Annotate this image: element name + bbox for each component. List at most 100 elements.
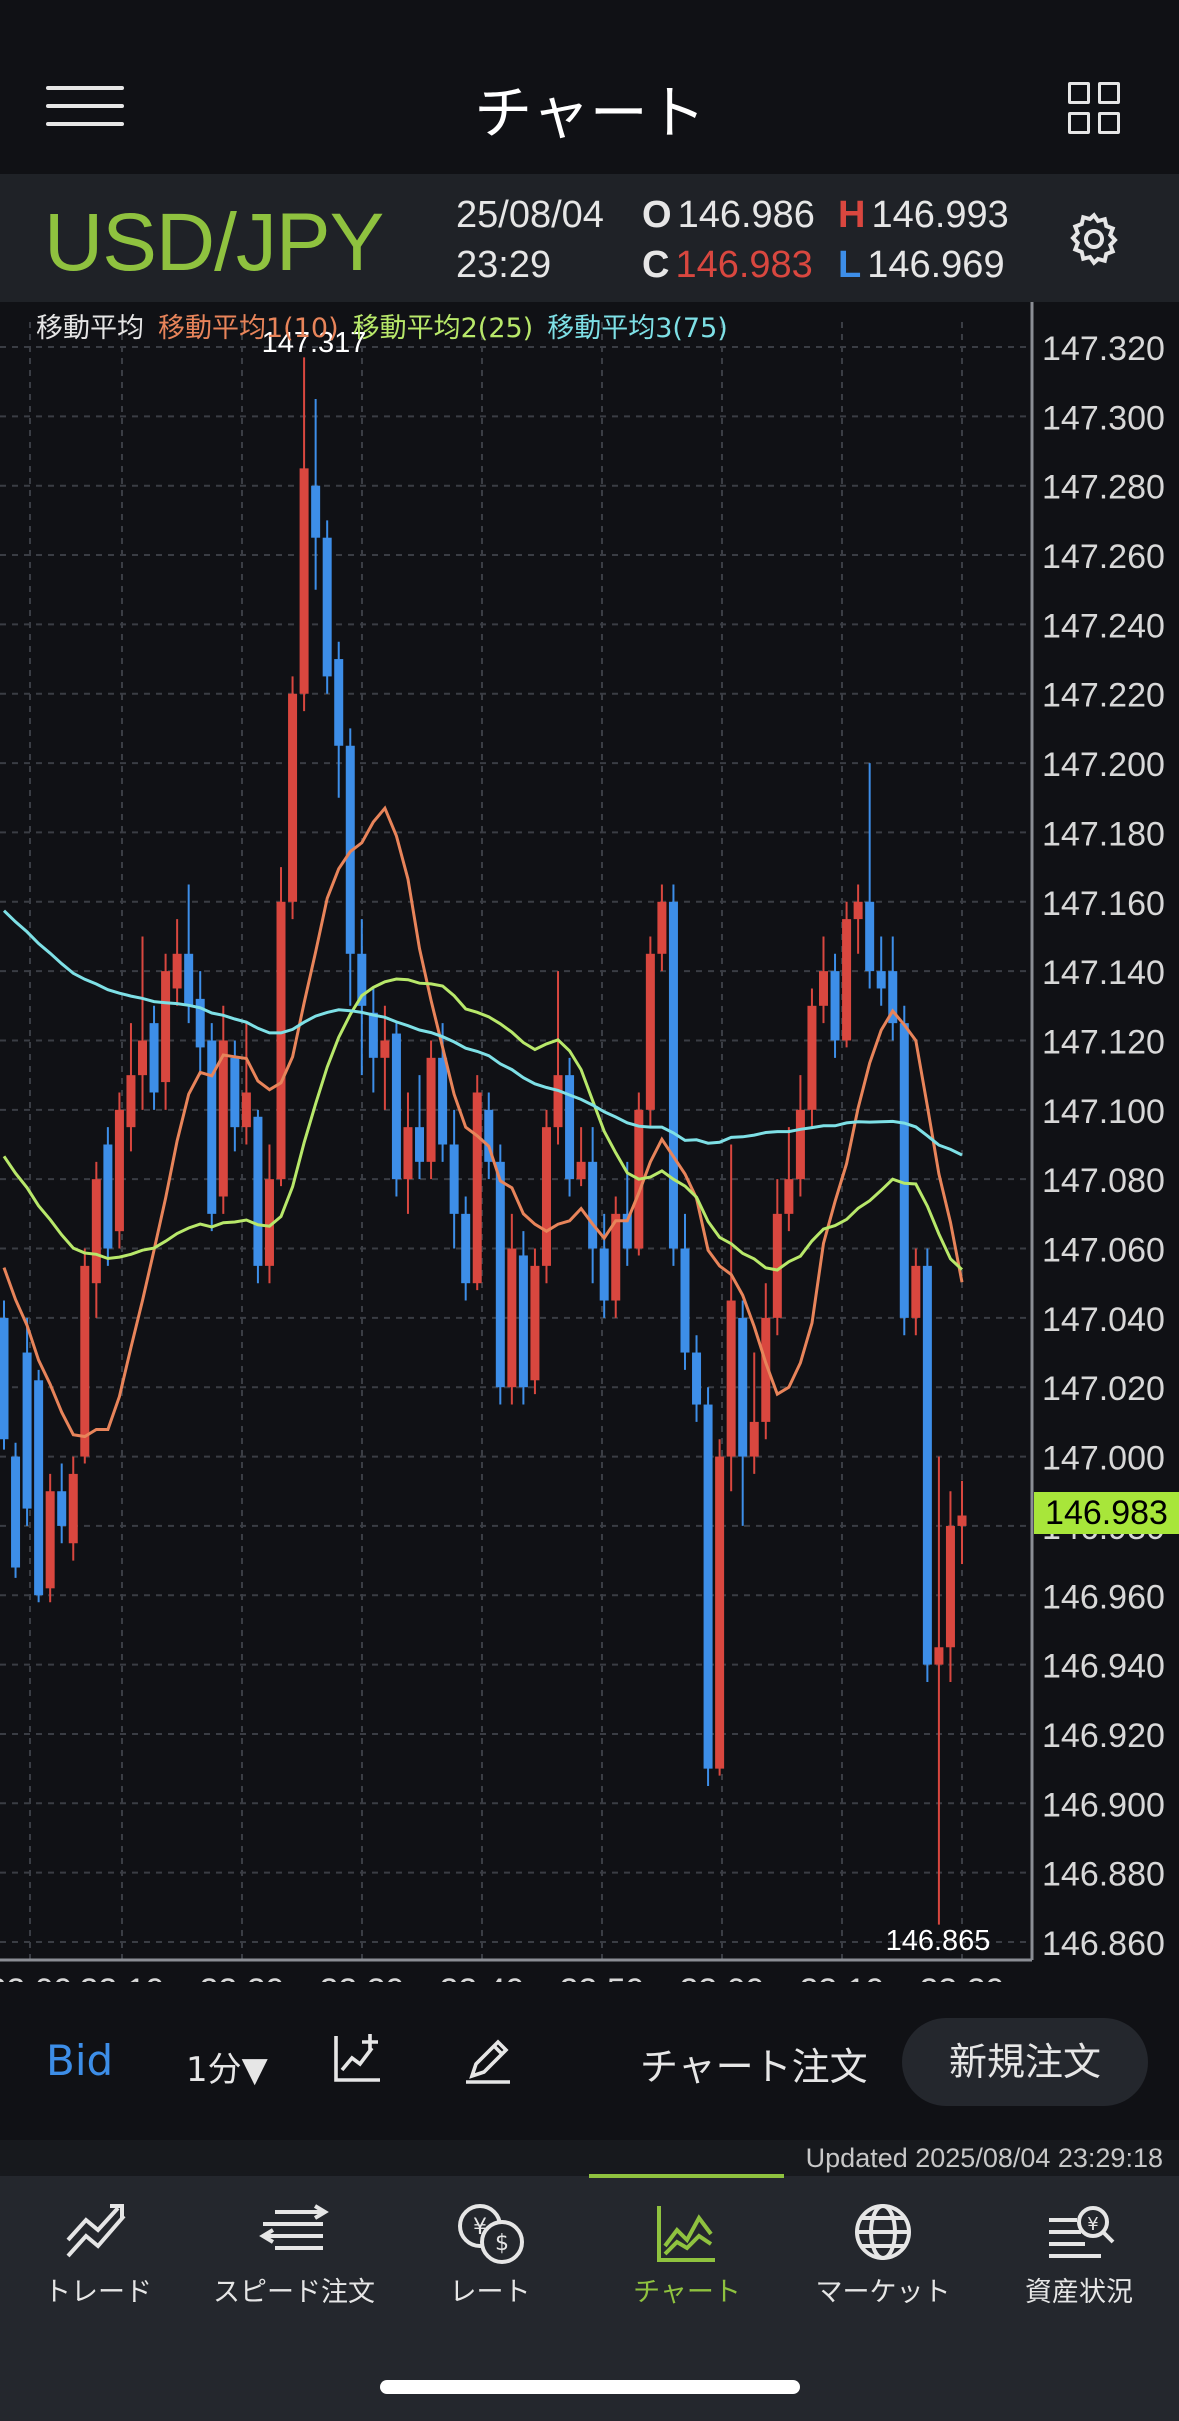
ma3-legend: 移動平均3(75)	[547, 313, 728, 344]
tab-rate[interactable]: ¥ $ レート	[392, 2200, 588, 2320]
tab-trade[interactable]: トレード	[0, 2200, 196, 2320]
y-tick-label: 147.000	[1042, 1440, 1165, 1478]
candle-body	[922, 1265, 932, 1665]
candle-body	[22, 1352, 32, 1509]
high-label: H	[838, 194, 866, 236]
open-label: O	[642, 194, 672, 236]
candle-body	[195, 998, 205, 1048]
currency-pair[interactable]: USD/JPY	[44, 197, 384, 288]
svg-text:¥: ¥	[473, 2215, 487, 2240]
y-tick-label: 146.900	[1042, 1786, 1165, 1824]
candle-body	[865, 901, 875, 972]
candle-body	[426, 1057, 436, 1162]
gear-icon[interactable]	[1064, 209, 1124, 269]
candle-body	[934, 1647, 944, 1665]
candle-body	[703, 1404, 713, 1769]
candle-body	[484, 1109, 494, 1162]
candle-body	[576, 1161, 586, 1180]
candle-body	[611, 1213, 621, 1301]
updated-timestamp: Updated 2025/08/04 23:29:18	[805, 2143, 1163, 2173]
candle-body	[241, 1092, 251, 1128]
period-selector[interactable]: 1分▼	[186, 2050, 268, 2090]
x-tick-label: 22:59	[559, 1972, 644, 1982]
high-price: H 146.993	[838, 194, 1009, 237]
svg-text:$: $	[495, 2231, 509, 2256]
candle-body	[415, 1127, 425, 1162]
candle-body	[565, 1075, 575, 1180]
currency-rate-icon: ¥$	[458, 2204, 524, 2264]
candle-body	[311, 485, 321, 538]
candle-body	[518, 1255, 528, 1388]
candle-body	[957, 1515, 967, 1526]
candle-body	[784, 1179, 794, 1214]
candle-body	[680, 1248, 690, 1353]
grid-layout-icon[interactable]	[1068, 82, 1120, 134]
candle-body	[945, 1525, 955, 1648]
close-label: C	[642, 244, 670, 286]
close-price: C 146.983	[642, 244, 813, 287]
y-tick-label: 147.060	[1042, 1232, 1165, 1270]
candle-body	[11, 1456, 21, 1568]
quote-time: 23:29	[456, 244, 552, 286]
y-tick-label: 146.940	[1042, 1648, 1165, 1686]
tab-speed-order[interactable]: スピード注文	[196, 2200, 392, 2320]
candle-body	[622, 1213, 632, 1249]
candle-body	[795, 1109, 805, 1180]
y-tick-label: 146.860	[1042, 1925, 1165, 1963]
add-indicator-icon[interactable]	[330, 2030, 386, 2086]
bid-ask-toggle[interactable]: Bid	[46, 2036, 114, 2085]
y-tick-label: 147.220	[1042, 677, 1165, 715]
candle-body	[0, 1317, 9, 1440]
candlestick-chart[interactable]: 147.320 147.300 147.280 147.260 147.240 147.2…	[0, 302, 1179, 1982]
top-navigation-bar: チャート	[0, 0, 1179, 174]
candle-body	[264, 1179, 274, 1266]
symbol-info-bar	[0, 174, 1179, 302]
new-order-button[interactable]: 新規注文	[902, 2018, 1148, 2106]
pencil-icon[interactable]	[460, 2032, 516, 2088]
candle-body	[726, 1300, 736, 1457]
candle-body	[668, 901, 678, 1249]
tab-assets[interactable]: ¥ 資産状況	[981, 2200, 1177, 2320]
y-tick-label: 147.200	[1042, 746, 1165, 784]
y-tick-label: 146.920	[1042, 1717, 1165, 1755]
candle-body	[34, 1380, 44, 1596]
candle-body	[184, 953, 194, 1006]
candle-body	[57, 1491, 67, 1526]
tab-label: レート	[449, 2277, 531, 2308]
x-tick-label: 23:09	[679, 1972, 764, 1982]
candle-body	[149, 1023, 159, 1093]
ma2-legend: 移動平均2(25)	[352, 313, 534, 344]
candle-body	[126, 1075, 136, 1128]
tab-market[interactable]: マーケット	[785, 2200, 981, 2320]
x-tick-label: 22:29	[199, 1972, 284, 1982]
low-price: L 146.969	[838, 244, 1005, 287]
high-value: 146.993	[871, 194, 1009, 236]
ma2-line	[2, 977, 964, 1272]
tab-label: 資産状況	[1025, 2277, 1133, 2308]
close-value: 146.983	[675, 244, 813, 286]
candle-body	[599, 1248, 609, 1301]
candle-body	[645, 953, 655, 1110]
candle-body	[253, 1116, 263, 1266]
candle-body	[403, 1127, 413, 1180]
candle-body	[495, 1161, 505, 1388]
tab-label: マーケット	[815, 2277, 951, 2308]
tab-label: チャート	[633, 2277, 741, 2308]
chart-order-button[interactable]: チャート注文	[640, 2045, 868, 2089]
hamburger-menu-icon[interactable]	[46, 86, 124, 126]
candle-body	[842, 919, 852, 1041]
candle-body	[230, 1057, 240, 1128]
candle-body	[749, 1421, 759, 1457]
candle-body	[888, 971, 898, 1024]
candle-body	[114, 1109, 124, 1232]
y-tick-label: 147.080	[1042, 1162, 1165, 1200]
x-tick-label: 22:49	[439, 1972, 524, 1982]
candle-body	[553, 1075, 563, 1128]
y-tick-label: 147.240	[1042, 607, 1165, 645]
tab-chart[interactable]: チャート	[589, 2200, 785, 2320]
open-value: 146.986	[677, 194, 815, 236]
candle-body	[772, 1213, 782, 1318]
x-tick-label: 23:29	[919, 1972, 1004, 1982]
candle-body	[391, 1033, 401, 1180]
